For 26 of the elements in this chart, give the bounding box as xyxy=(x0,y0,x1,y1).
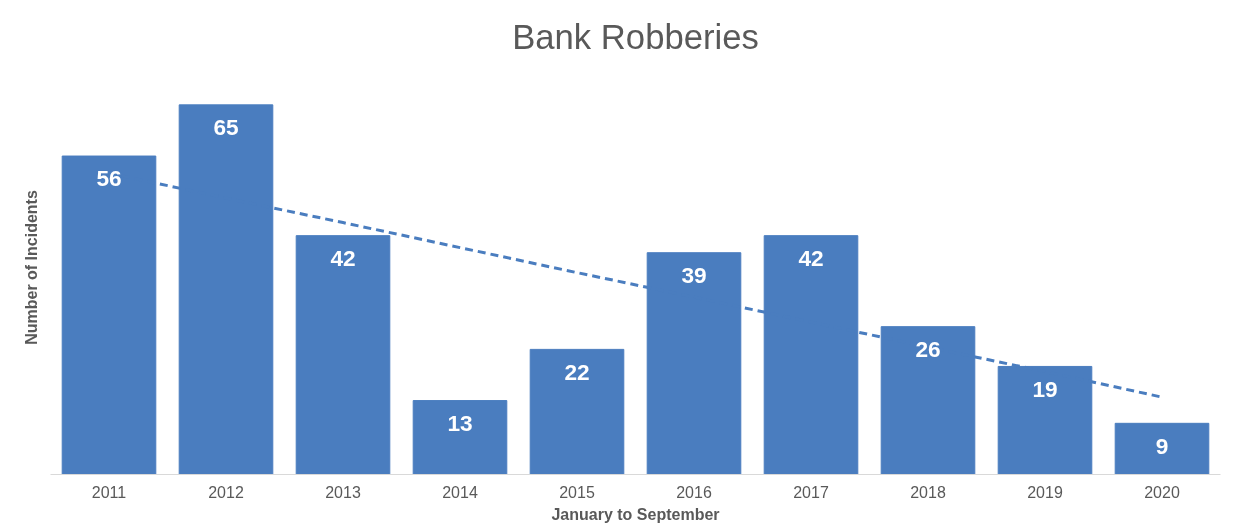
data-label: 56 xyxy=(96,165,122,192)
x-tick-label: 2018 xyxy=(910,483,946,501)
x-tick-label: 2019 xyxy=(1027,483,1063,501)
data-label: 42 xyxy=(798,244,824,271)
x-tick-label: 2014 xyxy=(442,483,478,501)
chart-title: Bank Robberies xyxy=(512,17,759,56)
x-tick-label: 2013 xyxy=(325,483,361,501)
x-tick-label: 2015 xyxy=(559,483,595,501)
data-label: 19 xyxy=(1032,375,1058,402)
x-tick-label: 2011 xyxy=(91,483,127,501)
bar xyxy=(412,400,508,475)
x-tick-label: 2016 xyxy=(676,483,712,501)
bar xyxy=(1114,422,1210,475)
x-tick-label: 2012 xyxy=(208,483,244,501)
y-axis-title: Number of Incidents xyxy=(22,190,40,345)
data-label: 13 xyxy=(447,409,473,436)
data-label: 65 xyxy=(213,114,239,141)
data-label: 9 xyxy=(1155,432,1169,459)
bar xyxy=(529,348,625,475)
data-label: 26 xyxy=(915,335,941,362)
x-tick-label: 2020 xyxy=(1144,483,1180,501)
x-tick-label: 2017 xyxy=(793,483,829,501)
x-axis-title: January to September xyxy=(551,505,720,523)
data-label: 22 xyxy=(564,358,590,385)
data-label: 39 xyxy=(681,261,707,288)
data-label: 42 xyxy=(330,244,356,271)
